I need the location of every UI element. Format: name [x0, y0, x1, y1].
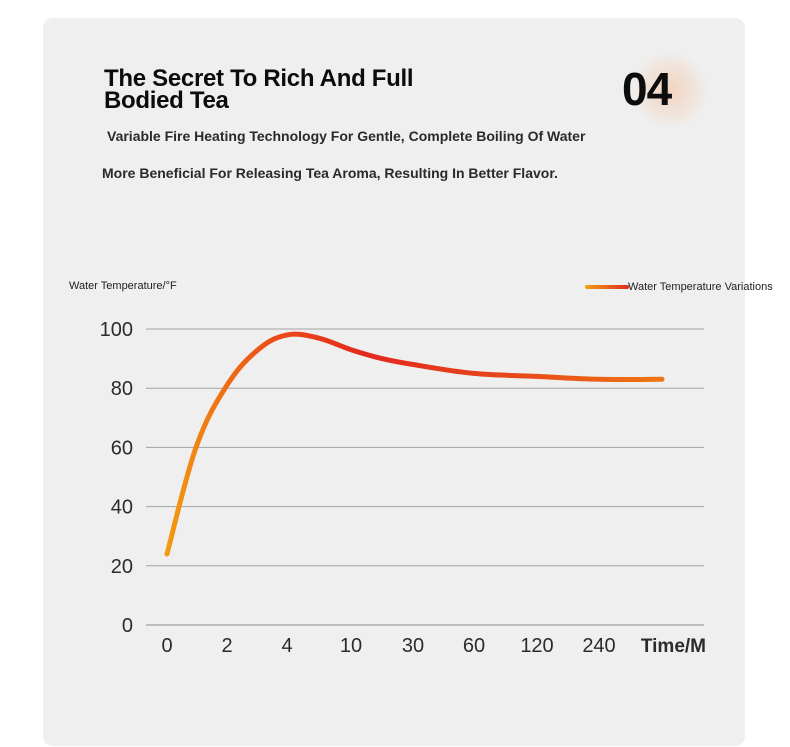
y-tick-label: 80 — [111, 378, 133, 400]
y-tick-label: 20 — [111, 556, 133, 578]
x-tick-label: 0 — [161, 635, 172, 657]
y-tick-label: 60 — [111, 437, 133, 459]
series-line-water-temperature — [164, 331, 665, 557]
x-tick-label: 30 — [402, 635, 424, 657]
x-tick-label: 10 — [340, 635, 362, 657]
x-tick-label: 60 — [463, 635, 485, 657]
y-axis-label: Water Temperature/°F — [69, 280, 177, 292]
x-axis-label: Time/M — [641, 636, 706, 657]
x-tick-label: 240 — [582, 635, 615, 657]
number-glow — [632, 52, 708, 128]
page-title: The Secret To Rich And Full Bodied Tea — [104, 65, 414, 114]
subtitle-line-1: Variable Fire Heating Technology For Gen… — [107, 128, 586, 144]
section-number: 04 — [622, 63, 672, 115]
chart-legend: Water Temperature Variations — [585, 279, 773, 295]
y-tick-label: 40 — [111, 497, 133, 519]
y-tick-label: 100 — [100, 319, 133, 341]
y-tick-label: 0 — [122, 615, 133, 637]
x-tick-label: 2 — [221, 635, 232, 657]
legend-swatch — [585, 285, 629, 289]
section-number-badge: 04 — [610, 50, 710, 130]
subtitle-line-2: More Beneficial For Releasing Tea Aroma,… — [102, 165, 558, 181]
x-tick-label: 4 — [281, 635, 292, 657]
x-tick-label: 120 — [520, 635, 553, 657]
legend-label: Water Temperature Variations — [628, 281, 773, 293]
